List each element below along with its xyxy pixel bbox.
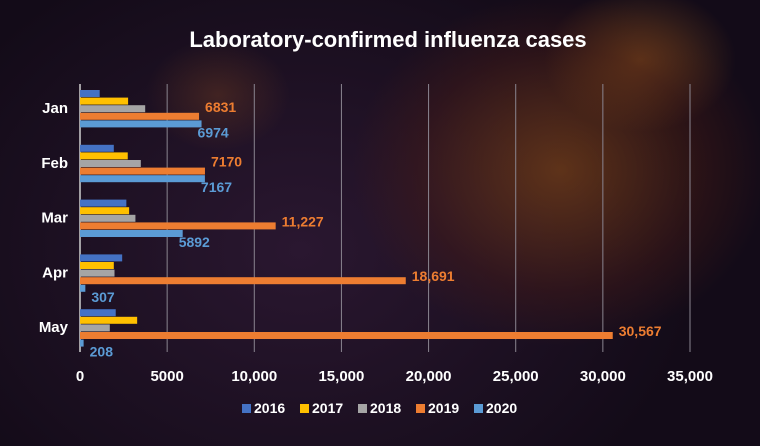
legend-swatch-2017 [300,404,309,413]
data-label-may-2019: 30,567 [619,323,662,339]
bar-apr-2017 [80,262,114,269]
data-label-jan-2019: 6831 [205,99,236,115]
bar-mar-2020 [80,230,183,237]
x-tick-label: 20,000 [406,368,452,385]
category-label-feb: Feb [41,155,68,172]
bar-apr-2019 [80,277,406,285]
legend-label-2018: 2018 [370,400,401,416]
x-tick-label: 5000 [150,368,183,385]
bar-apr-2020 [80,284,86,292]
legend-label-2020: 2020 [486,400,517,416]
bar-may-2019 [80,332,613,339]
x-tick-label: 15,000 [318,368,364,385]
bar-feb-2016 [80,144,114,152]
category-label-may: May [39,319,69,336]
legend-swatch-2020 [474,404,483,413]
data-label-mar-2020: 5892 [179,234,210,250]
gridlines [79,84,691,352]
bar-jan-2016 [80,90,100,97]
bar-may-2016 [80,309,116,317]
bar-feb-2017 [80,152,128,160]
category-label-mar: Mar [41,210,68,227]
bar-jan-2019 [80,112,200,120]
data-label-apr-2020: 307 [91,289,115,305]
legend-label-2016: 2016 [254,400,285,416]
x-tick-label: 30,000 [580,368,626,385]
x-tick-label: 0 [76,368,84,385]
legend-label-2019: 2019 [428,400,459,416]
legend: 2016 2017 2018 2019 2020 [242,400,517,416]
bar-feb-2019 [80,167,205,175]
bars [80,90,613,347]
x-tick-label: 25,000 [493,368,539,385]
data-label-feb-2019: 7170 [211,154,242,170]
category-label-apr: Apr [42,264,68,281]
data-label-jan-2020: 6974 [198,124,229,140]
data-label-may-2020: 208 [90,344,114,360]
bar-may-2018 [80,324,110,332]
bar-feb-2020 [80,175,205,183]
legend-label-2017: 2017 [312,400,343,416]
bar-mar-2019 [80,222,276,230]
x-tick-label: 10,000 [231,368,277,385]
data-label-mar-2019: 11,227 [282,213,324,229]
bar-mar-2016 [80,199,127,207]
legend-swatch-2018 [358,404,367,413]
category-label-jan: Jan [42,100,68,117]
bar-apr-2016 [80,254,123,262]
data-label-feb-2020: 7167 [201,179,232,195]
bar-jan-2020 [80,120,202,128]
bar-apr-2018 [80,269,115,277]
data-label-apr-2019: 18,691 [412,268,455,284]
bar-may-2020 [80,339,84,347]
bar-mar-2017 [80,207,130,215]
labels: 0 5000 10,000 15,000 20,000 25,000 30,000 35,00… [39,99,713,385]
bar-may-2017 [80,316,138,324]
chart-title: Laboratory-confirmed influenza cases [189,27,586,52]
bar-feb-2018 [80,160,141,167]
bar-mar-2018 [80,214,136,222]
legend-swatch-2019 [416,404,425,413]
x-tick-label: 35,000 [667,368,713,385]
legend-swatch-2016 [242,404,251,413]
bar-jan-2018 [80,105,146,113]
bar-jan-2017 [80,97,129,105]
